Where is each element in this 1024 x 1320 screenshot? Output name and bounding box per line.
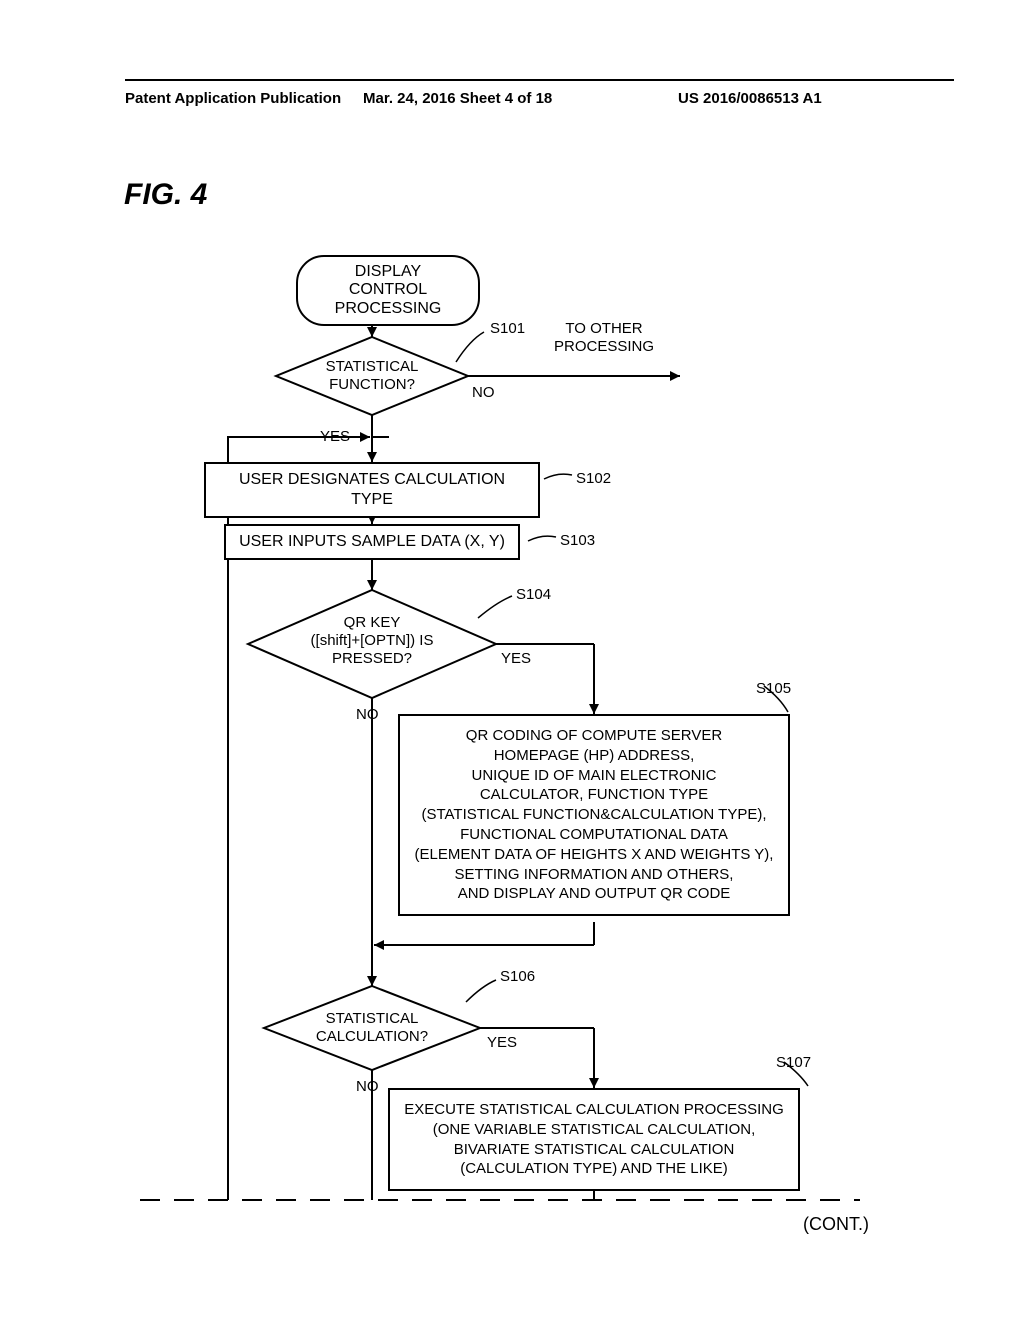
s103-box: USER INPUTS SAMPLE DATA (X, Y) [224,524,520,560]
s105-box: QR CODING OF COMPUTE SERVER HOMEPAGE (HP… [398,714,790,916]
s107-box: EXECUTE STATISTICAL CALCULATION PROCESSI… [388,1088,800,1191]
step-s102: S102 [576,470,611,487]
cont-label: (CONT.) [803,1214,869,1235]
d2-text: QR KEY ([shift]+[OPTN]) IS PRESSED? [300,614,444,668]
d3-text: STATISTICAL CALCULATION? [308,1010,436,1046]
header-right: US 2016/0086513 A1 [678,90,822,107]
d3-yes-label: YES [487,1034,517,1051]
d2-no-label: NO [356,706,379,723]
start-line1: DISPLAY CONTROL [314,263,462,300]
d1-text: STATISTICAL FUNCTION? [308,358,436,394]
to-other-processing: TO OTHER PROCESSING [554,320,654,356]
s102-box: USER DESIGNATES CALCULATION TYPE [204,462,540,518]
step-s104: S104 [516,586,551,603]
start-line2: PROCESSING [314,300,462,318]
step-s105: S105 [756,680,791,697]
d1-yes-label: YES [320,428,350,445]
step-s106: S106 [500,968,535,985]
d2-yes-label: YES [501,650,531,667]
step-s103: S103 [560,532,595,549]
d1-no-label: NO [472,384,495,401]
header-left: Patent Application Publication [125,90,341,107]
d3-no-label: NO [356,1078,379,1095]
start-terminator: DISPLAY CONTROL PROCESSING [296,255,480,326]
step-s101: S101 [490,320,525,337]
figure-label: FIG. 4 [124,178,207,212]
header-divider [125,79,954,81]
header-mid: Mar. 24, 2016 Sheet 4 of 18 [363,90,552,107]
step-s107: S107 [776,1054,811,1071]
